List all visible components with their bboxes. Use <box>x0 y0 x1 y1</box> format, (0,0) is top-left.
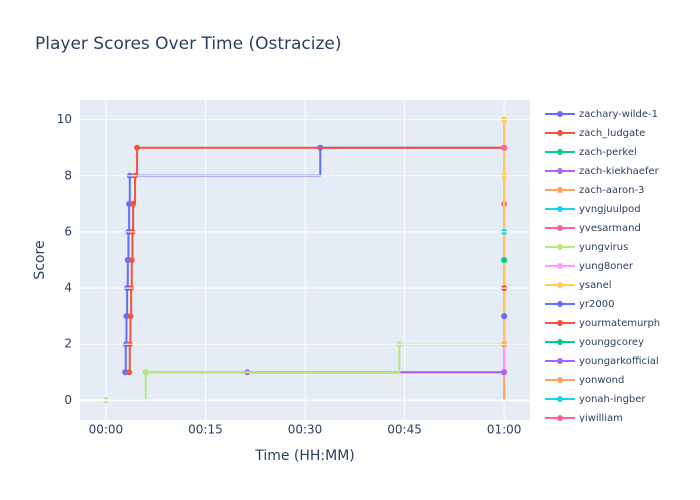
legend-label: yungvirus <box>579 242 628 253</box>
point <box>142 369 149 376</box>
legend: zachary-wilde-1 zach_ludgate zach-perkel za… <box>545 109 660 424</box>
point <box>134 144 141 151</box>
point <box>501 369 508 376</box>
y-tick-label: 6 <box>64 224 72 238</box>
y-tick-label: 8 <box>64 168 72 182</box>
y-tick-label: 4 <box>64 281 72 295</box>
legend-marker <box>557 320 563 326</box>
legend-marker <box>557 339 563 345</box>
legend-label: zach-perkel <box>579 147 637 158</box>
legend-marker <box>557 168 563 174</box>
legend-label: yvesarmand <box>579 223 641 234</box>
legend-marker <box>557 396 563 402</box>
point <box>130 200 137 207</box>
legend-marker <box>557 187 563 193</box>
legend-marker <box>557 358 563 364</box>
x-tick-label: 01:00 <box>487 423 522 437</box>
legend-label: yonah-ingber <box>579 394 646 405</box>
legend-marker <box>557 282 563 288</box>
y-tick-label: 0 <box>64 393 72 407</box>
y-tick-label: 10 <box>57 112 72 126</box>
point <box>128 257 135 263</box>
legend-marker <box>557 111 563 117</box>
x-tick-label: 00:15 <box>188 423 223 437</box>
legend-label: yonwond <box>579 375 624 386</box>
legend-marker <box>557 130 563 136</box>
legend-marker <box>557 225 563 231</box>
legend-marker <box>557 377 563 383</box>
legend-marker <box>557 301 563 307</box>
y-tick-label: 2 <box>64 337 72 351</box>
legend-label: yr2000 <box>579 299 614 310</box>
legend-label: younggcorey <box>579 337 644 348</box>
point <box>501 144 508 151</box>
grid <box>105 100 505 420</box>
legend-label: zach-kiekhaefer <box>579 166 660 177</box>
legend-label: zach-aaron-3 <box>579 185 644 196</box>
point <box>501 257 508 263</box>
legend-label: youngarkofficial <box>579 356 659 367</box>
legend-label: yourmatemurph <box>579 318 660 329</box>
legend-marker <box>557 244 563 250</box>
chart-title: Player Scores Over Time (Ostracize) <box>35 34 342 54</box>
legend-label: ysanel <box>579 280 612 291</box>
point <box>501 313 508 320</box>
point <box>127 313 134 320</box>
legend-label: yvngjuulpod <box>579 204 641 215</box>
legend-marker <box>557 206 563 212</box>
legend-label: zachary-wilde-1 <box>579 109 658 120</box>
point <box>126 369 133 376</box>
x-tick-label: 00:30 <box>288 423 323 437</box>
legend-label: zach_ludgate <box>579 128 645 139</box>
y-axis-title: Score <box>32 240 48 279</box>
legend-label: yiwilliam <box>579 413 623 424</box>
legend-label: yung8oner <box>579 261 634 272</box>
x-axis-title: Time (HH:MM) <box>254 448 355 464</box>
legend-marker <box>557 149 563 155</box>
x-tick-label: 00:45 <box>387 423 422 437</box>
legend-marker <box>557 263 563 269</box>
x-tick-label: 00:00 <box>89 423 124 437</box>
legend-marker <box>557 415 563 421</box>
